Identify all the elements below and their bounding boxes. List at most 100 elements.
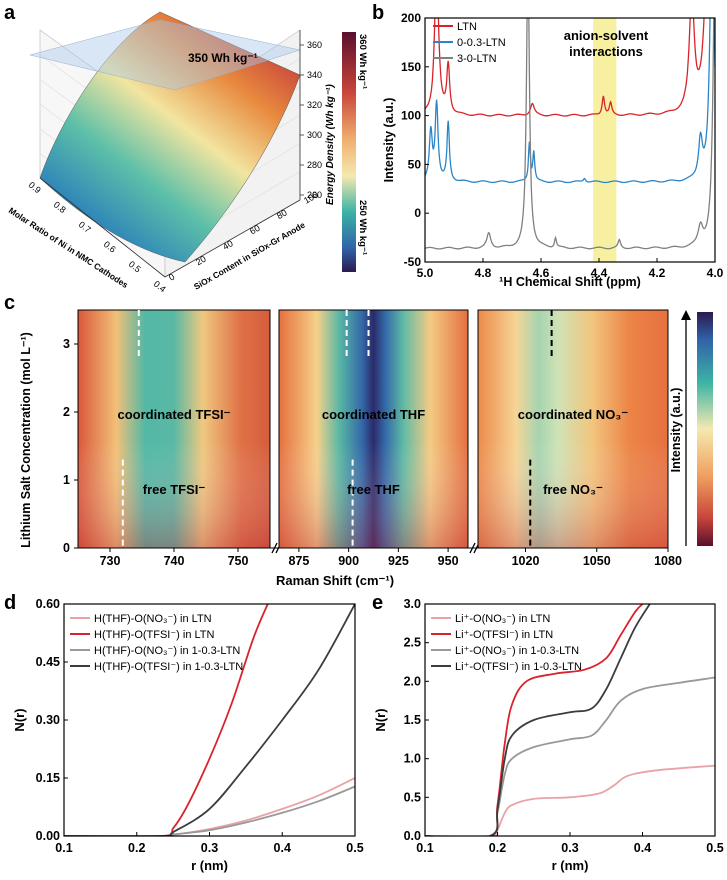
y-axis-line [164, 199, 301, 278]
panel-b: 5.0 4.8 4.6 4.4 4.2 4.0 -50 0 50 100 150 200 ¹H Chem… [382, 11, 724, 289]
x-tick-label: 950 [438, 554, 459, 568]
x-tick-label: 0.8 [52, 199, 68, 215]
legend-label: H(THF)-O(NO₃⁻) in 1-0.3-LTN [94, 645, 240, 657]
heatmap-shade [279, 310, 468, 548]
x-axis-label: ¹H Chemical Shift (ppm) [499, 275, 641, 289]
y-tick-label: 2.5 [404, 636, 421, 650]
colorbar-a [342, 32, 356, 272]
highlight-band [593, 18, 617, 262]
legend-label: H(THF)-O(NO₃⁻) in LTN [94, 613, 212, 625]
y-axis-label: N(r) [12, 708, 27, 731]
z-tick-label: 320 [307, 100, 322, 110]
legend-label: 0-0.3-LTN [457, 37, 506, 49]
y-tick-label: -50 [404, 255, 422, 269]
legend-label: H(THF)-O(TFSI⁻) in LTN [94, 629, 215, 641]
heatmap-shade [478, 310, 668, 548]
x-tick-label: 0.9 [27, 180, 43, 196]
y-axis-label: N(r) [373, 708, 388, 731]
y-tick-label: 20 [194, 254, 208, 268]
legend-label: LTN [457, 21, 477, 33]
x-tick-label: 4.4 [591, 266, 608, 280]
coordinated-label: coordinated NO₃⁻ [518, 407, 629, 422]
x-tick-label: 0.1 [416, 841, 433, 855]
x-tick-label: 0.5 [706, 841, 723, 855]
series-line [64, 777, 355, 836]
y-tick-label: 0.00 [36, 829, 60, 843]
y-tick-label: 0.60 [36, 597, 60, 611]
y-tick-label: 50 [408, 157, 422, 171]
x-tick-label: 0.4 [634, 841, 651, 855]
x-tick-label: 900 [338, 554, 359, 568]
panel-e: 0.1 0.2 0.3 0.4 0.5 0.0 0.5 1.0 1.5 2.0 2.5 3.0 r (n… [373, 597, 724, 873]
legend-label: Li⁺-O(TFSI⁻) in LTN [455, 629, 553, 641]
x-tick-label: 0.5 [127, 259, 143, 275]
legend-label: Li⁺-O(NO₃⁻) in LTN [455, 613, 550, 625]
y-tick-label: 1.0 [404, 752, 421, 766]
nmr-series-line [425, 18, 715, 250]
y-tick-label: 0.30 [36, 713, 60, 727]
x-tick-label: 750 [228, 554, 249, 568]
y-tick-label: 0 [63, 541, 70, 555]
y-tick-label: 2 [63, 405, 70, 419]
y-tick-label: 0.5 [404, 790, 421, 804]
x-tick-label: 0.2 [128, 841, 145, 855]
x-tick-label: 875 [288, 554, 309, 568]
y-tick-label: 0 [414, 206, 421, 220]
y-tick-label: 0.15 [36, 771, 60, 785]
x-tick-label: 0.2 [489, 841, 506, 855]
panel-d: 0.1 0.2 0.3 0.4 0.5 0.00 0.15 0.30 0.45 0.60 r (nm… [12, 597, 364, 873]
x-tick-label: 1050 [583, 554, 611, 568]
y-tick-label: 0 [167, 272, 176, 283]
y-tick-label: 100 [401, 109, 421, 123]
y-tick-label: 150 [401, 60, 421, 74]
x-tick-label: 0.7 [77, 219, 93, 235]
y-tick-label: 0.0 [404, 829, 421, 843]
y-tick-label: 1.5 [404, 713, 421, 727]
x-tick-label: 0.1 [55, 841, 72, 855]
nmr-series-line [425, 18, 715, 117]
x-axis-label: r (nm) [552, 858, 589, 873]
z-tick-label: 300 [307, 130, 322, 140]
legend-label: Li⁺-O(TFSI⁻) in 1-0.3-LTN [455, 661, 582, 673]
free-label: free TFSI⁻ [143, 482, 206, 497]
series-line [425, 604, 651, 836]
z-axis-label: Energy Density (Wh kg⁻¹) [325, 83, 336, 205]
colorbar-top-label: 360 Wh kg⁻¹ [357, 34, 368, 89]
x-tick-label: 1080 [654, 554, 682, 568]
y-tick-label: 200 [401, 11, 421, 25]
arrow-up-icon [681, 310, 691, 320]
z-tick-label: 280 [307, 160, 322, 170]
x-tick-label: 730 [100, 554, 121, 568]
y-tick-label: 3.0 [404, 597, 421, 611]
coordinated-label: coordinated THF [322, 407, 425, 422]
x-tick-label: 0.6 [102, 239, 118, 255]
legend-label: Li⁺-O(NO₃⁻) in 1-0.3-LTN [455, 645, 579, 657]
legend-label: 3-0-LTN [457, 53, 497, 65]
y-axis-label: Lithium Salt Concentration (mol L⁻¹) [19, 332, 33, 548]
energy-surface [39, 11, 301, 263]
x-tick-label: 0.4 [274, 841, 291, 855]
x-axis-line [39, 177, 166, 278]
series-line [425, 764, 715, 836]
x-tick-label: 925 [388, 554, 409, 568]
free-label: free NO₃⁻ [543, 482, 603, 497]
x-tick-label: 0.3 [561, 841, 578, 855]
y-tick-label: 60 [248, 223, 262, 237]
plane-label: 350 Wh kg⁻¹ [188, 51, 258, 65]
colorbar-label: Intensity (a.u.) [669, 388, 683, 473]
x-tick-label: 740 [164, 554, 185, 568]
x-tick-label: 0.5 [346, 841, 363, 855]
colorbar-c [697, 312, 713, 546]
y-tick-label: 3 [63, 337, 70, 351]
x-axis-label: Raman Shift (cm⁻¹) [276, 573, 394, 588]
series-line [64, 785, 355, 836]
x-tick-label: 0.3 [201, 841, 218, 855]
x-tick-label: 5.0 [417, 266, 434, 280]
panel-letter-c: c [4, 292, 16, 314]
annotation-line-1: anion-solvent [564, 28, 649, 43]
coordinated-label: coordinated TFSI⁻ [117, 407, 230, 422]
z-tick-label: 340 [307, 70, 322, 80]
legend-label: H(THF)-O(TFSI⁻) in 1-0.3-LTN [94, 661, 243, 673]
nmr-series-line [425, 18, 715, 184]
